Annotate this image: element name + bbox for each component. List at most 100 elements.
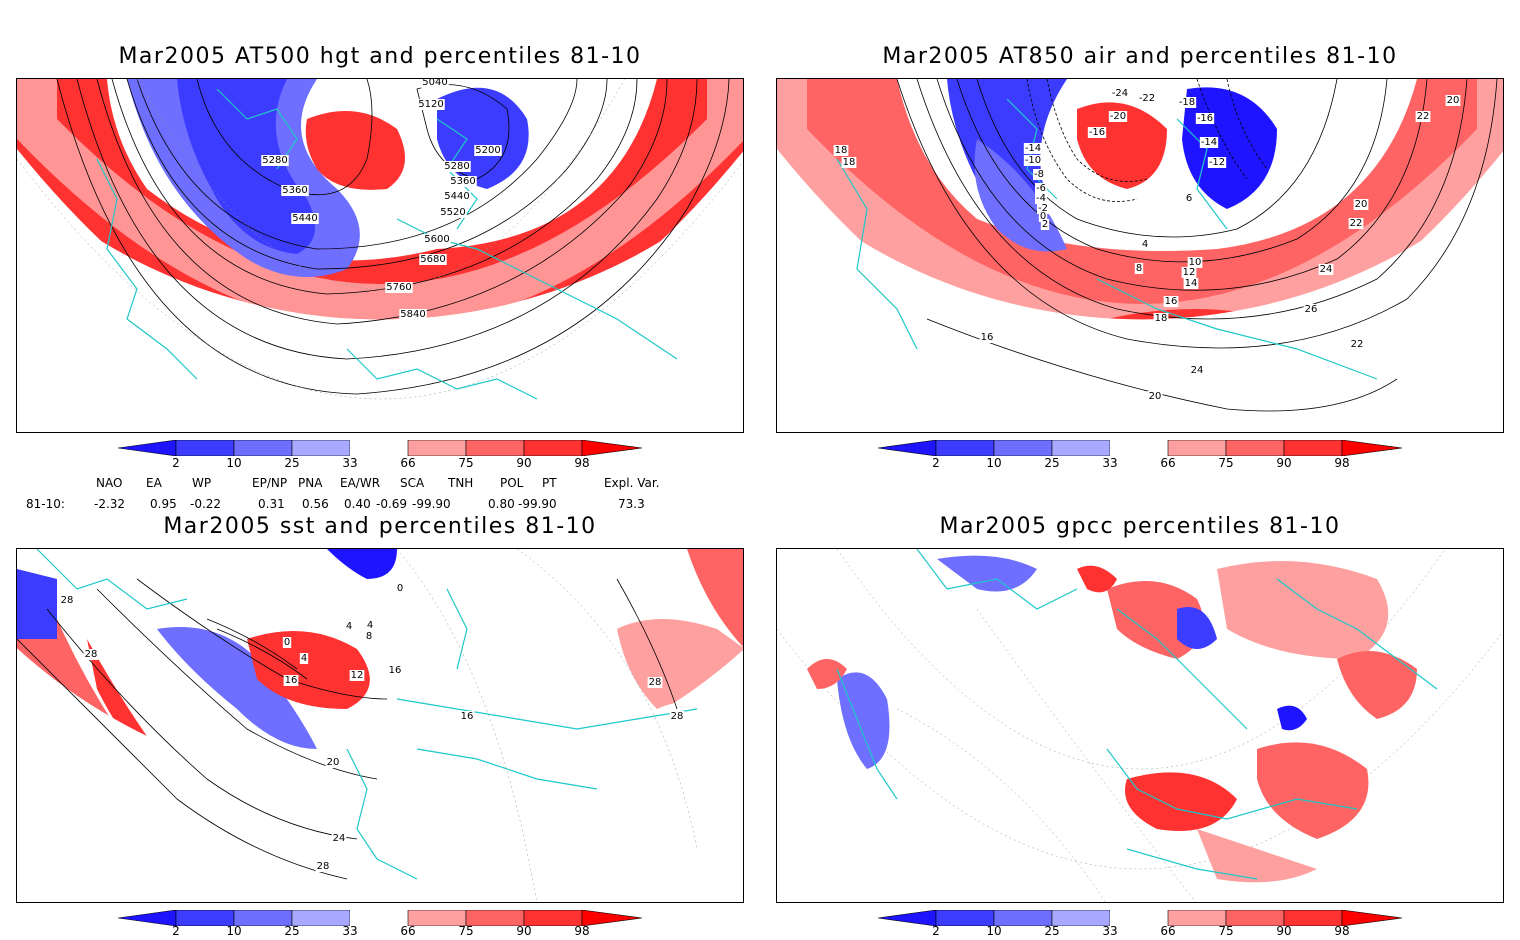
contour-label: 2: [1042, 219, 1048, 230]
colorbar-label: 25: [1044, 456, 1060, 470]
contour-label: 0: [1040, 211, 1046, 222]
contour-label: 5520: [440, 207, 465, 218]
colorbar-1: 2 10 25 33 66 75 90 98: [117, 439, 643, 470]
contour-label: 18: [1155, 313, 1168, 324]
contour-label: 5440: [292, 213, 317, 224]
contour-label: 16: [285, 675, 298, 686]
panel-title-sst: Mar2005 sst and percentiles 81-10: [163, 514, 597, 539]
colorbar-label: 98: [1334, 456, 1350, 470]
contour-label: 16: [1165, 296, 1178, 307]
contour-label: -22: [1139, 93, 1155, 104]
contour-label: 4: [301, 653, 307, 664]
colorbar-label: 2: [932, 456, 940, 470]
map-gpcc-svg: [777, 549, 1503, 902]
index-header: Expl. Var.: [604, 476, 660, 490]
contour-label: 4: [346, 621, 352, 632]
contour-label: 22: [1351, 339, 1364, 350]
contour-label: 28: [671, 711, 684, 722]
contour-label: 5200: [475, 145, 500, 156]
contour-label: 5280: [262, 155, 287, 166]
contour-label: 5280: [444, 161, 469, 172]
contour-label: 5360: [282, 185, 307, 196]
colorbar-label: 66: [1160, 924, 1176, 938]
colorbar-label: 10: [986, 456, 1002, 470]
colorbar-label: 25: [284, 924, 300, 938]
index-value: 0.40: [344, 497, 371, 511]
colorbar-label: 66: [1160, 456, 1176, 470]
contour-label: 5760: [386, 282, 411, 293]
contour-label: 24: [1191, 365, 1204, 376]
contour-label: 6: [1186, 193, 1192, 204]
colorbar-label: 33: [342, 456, 358, 470]
panel-title-gpcc: Mar2005 gpcc percentiles 81-10: [939, 514, 1341, 539]
colorbar-label: 2: [172, 456, 180, 470]
contour-label: 10: [1189, 257, 1202, 268]
contour-label: 20: [1149, 391, 1162, 402]
contour-label: 28: [61, 595, 74, 606]
colorbar-label: 75: [1218, 924, 1234, 938]
colorbar-4: 2 10 25 33 66 75 90 98: [877, 909, 1403, 940]
colorbar-label: 25: [1044, 924, 1060, 938]
red-center: [305, 111, 405, 190]
contour-label: -20: [1110, 111, 1126, 122]
contour-label: 4: [1142, 239, 1148, 250]
contour-label: 22: [1417, 111, 1430, 122]
sst-contours: [17, 578, 678, 880]
colorbar-label: 25: [284, 456, 300, 470]
index-value: 0.95: [150, 497, 177, 511]
colorbar-label: 90: [516, 924, 532, 938]
contour-label: -10: [1025, 155, 1041, 166]
index-header: SCA: [400, 476, 425, 490]
colorbar-label: 75: [458, 456, 474, 470]
map-hgt-svg: 5040 5120 5200 5280 5280 5360 5360 5440 …: [17, 79, 743, 400]
map-panel-air: -24 -22 -18 -20 -16 -16 -14 -14 -12 -10 …: [776, 78, 1504, 433]
sst-contour-labels: 28 28 0 0 4 4 4 8 12 16 16 16 20 24 28 2…: [59, 583, 685, 872]
neg-temp-contours: [1026, 79, 1268, 202]
contour-label: 16: [389, 665, 402, 676]
contour-label: 16: [981, 332, 994, 343]
colorbar-2: 2 10 25 33 66 75 90 98: [877, 439, 1403, 470]
contour-label: 0: [397, 583, 403, 594]
contour-label: -16: [1197, 113, 1213, 124]
index-header: PNA: [298, 476, 323, 490]
contour-label: 24: [1320, 264, 1333, 275]
colorbar-label: 90: [1276, 924, 1292, 938]
contour-label: 5040: [422, 79, 447, 88]
blue-trough-core: [177, 79, 315, 254]
colorbar-label: 75: [458, 924, 474, 938]
contour-label: 20: [1447, 95, 1460, 106]
contour-label: 16: [461, 711, 474, 722]
graticule: [17, 79, 743, 400]
colorbar-label: 2: [172, 924, 180, 938]
contour-label: -6: [1036, 183, 1046, 194]
colorbar-label: 10: [986, 924, 1002, 938]
map-panel-hgt: 5040 5120 5200 5280 5280 5360 5360 5440 …: [16, 78, 744, 433]
contour-label: 18: [843, 157, 856, 168]
contour-label: -14: [1201, 137, 1217, 148]
contour-label: -14: [1025, 143, 1041, 154]
contour-label: 28: [649, 677, 662, 688]
colorbar-4-svg: [877, 909, 1403, 927]
contour-label: 14: [1185, 278, 1198, 289]
contour-label: -4: [1036, 193, 1046, 204]
colorbar-label: 10: [226, 456, 242, 470]
contour-label: 5680: [420, 254, 445, 265]
colorbar-label: 90: [1276, 456, 1292, 470]
index-header: PT: [542, 476, 557, 490]
contour-label: 5440: [444, 191, 469, 202]
graticule: [396, 549, 698, 902]
index-value: 0.80: [488, 497, 515, 511]
contour-label: 5600: [424, 234, 449, 245]
colorbar-label: 98: [574, 924, 590, 938]
contour-label: 20: [1355, 199, 1368, 210]
colorbar-label: 10: [226, 924, 242, 938]
index-value: 0.31: [258, 497, 285, 511]
index-value: 0.56: [302, 497, 329, 511]
coastlines: [36, 549, 698, 880]
coastlines: [836, 549, 1438, 880]
contour-label: -18: [1179, 97, 1195, 108]
index-value: -0.22: [190, 497, 222, 511]
colorbar-1-svg: [117, 439, 643, 457]
precip-patches: [807, 555, 1417, 883]
colorbar-3-svg: [117, 909, 643, 927]
